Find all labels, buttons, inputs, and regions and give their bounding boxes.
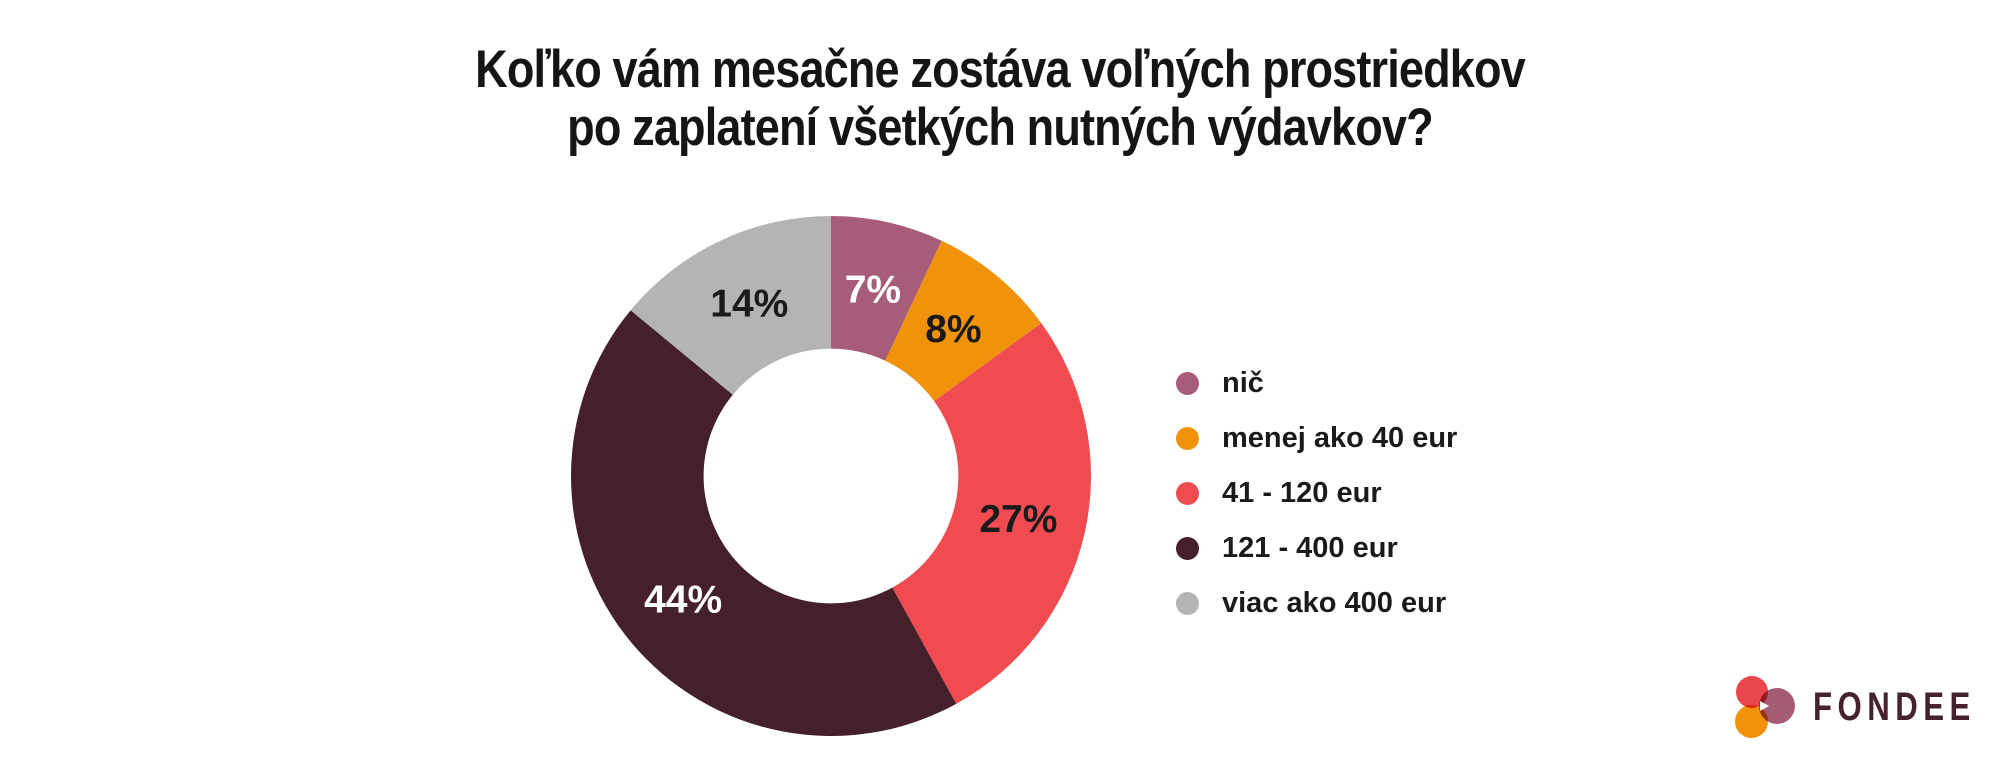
donut-label-8pct: 8% [925, 308, 981, 351]
legend-color-dot [1176, 537, 1199, 560]
fondee-wordmark: FONDEE [1813, 685, 1976, 729]
legend-label: 121 - 400 eur [1222, 532, 1398, 564]
legend-color-dot [1176, 592, 1199, 615]
fondee-logo-mark [1733, 672, 1799, 742]
chart-title: Koľko vám mesačne zostáva voľných prostr… [150, 41, 1850, 157]
donut-label-7pct: 7% [845, 269, 901, 312]
legend-color-dot [1176, 482, 1199, 505]
chart-title-line1: Koľko vám mesačne zostáva voľných prostr… [475, 40, 1526, 99]
legend-label: viac ako 400 eur [1222, 587, 1447, 619]
chart-legend: nič menej ako 40 eur 41 - 120 eur 121 - 400… [1176, 356, 1457, 631]
legend-color-dot [1176, 372, 1199, 395]
donut-chart: 7% 8% 27% 44% 14% [571, 216, 1091, 737]
donut-slice-viac-ako-400-eur [630, 216, 831, 395]
fondee-logo: FONDEE [1733, 672, 1993, 757]
legend-item-viac-ako-400-eur: viac ako 400 eur [1176, 576, 1457, 631]
legend-item-41-120-eur: 41 - 120 eur [1176, 466, 1457, 521]
donut-label-44pct: 44% [644, 578, 722, 621]
logo-play-triangle [1760, 701, 1769, 711]
chart-title-line2: po zaplatení všetkých nutných výdavkov? [567, 98, 1433, 157]
donut-slice-ni- [831, 216, 942, 361]
donut-slice-121-400-eur [571, 310, 957, 737]
donut-label-27pct: 27% [979, 498, 1057, 541]
donut-slice-menej-ako-40-eur [885, 240, 1042, 402]
legend-color-dot [1176, 427, 1199, 450]
legend-item-121-400-eur: 121 - 400 eur [1176, 521, 1457, 576]
legend-item-menej-ako-40-eur: menej ako 40 eur [1176, 411, 1457, 466]
donut-slice-41-120-eur [892, 323, 1091, 704]
legend-label: nič [1222, 367, 1264, 399]
donut-label-14pct: 14% [710, 282, 788, 325]
legend-label: menej ako 40 eur [1222, 422, 1458, 454]
legend-label: 41 - 120 eur [1222, 477, 1382, 509]
legend-item-ni-: nič [1176, 356, 1457, 411]
